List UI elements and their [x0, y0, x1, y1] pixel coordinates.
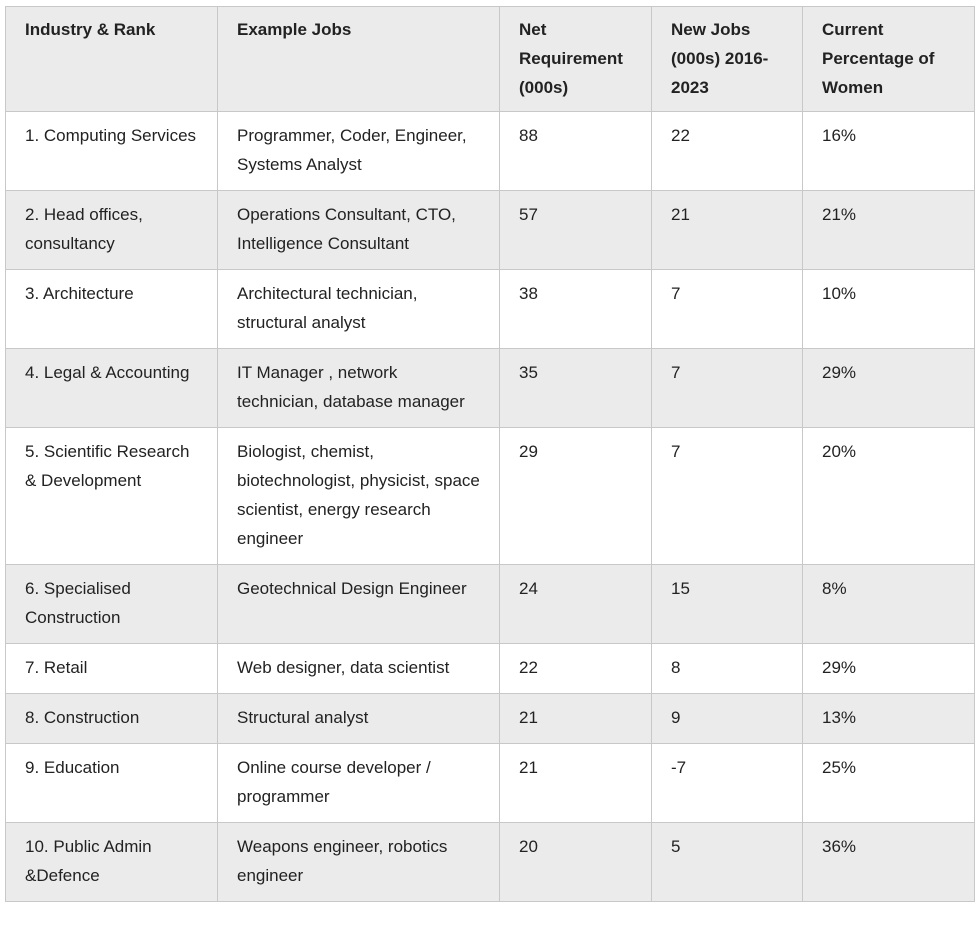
net-requirement-cell: 38 — [499, 269, 652, 349]
table-row: 7. Retail Web designer, data scientist 2… — [5, 643, 975, 694]
new-jobs-cell: -7 — [651, 743, 803, 823]
jobs-table: Industry & Rank Example Jobs Net Require… — [5, 6, 975, 902]
industry-cell: 2. Head offices, consultancy — [5, 190, 218, 270]
women-percentage-cell: 8% — [802, 564, 975, 644]
women-percentage-cell: 13% — [802, 693, 975, 744]
example-jobs-cell: Structural analyst — [217, 693, 500, 744]
example-jobs-cell: Architectural technician, structural ana… — [217, 269, 500, 349]
table-row: 1. Computing Services Programmer, Coder,… — [5, 111, 975, 191]
table-row: 3. Architecture Architectural technician… — [5, 269, 975, 349]
industry-cell: 8. Construction — [5, 693, 218, 744]
example-jobs-cell: Online course developer / programmer — [217, 743, 500, 823]
women-percentage-cell: 20% — [802, 427, 975, 565]
net-requirement-cell: 35 — [499, 348, 652, 428]
industry-cell: 7. Retail — [5, 643, 218, 694]
new-jobs-cell: 9 — [651, 693, 803, 744]
net-requirement-cell: 57 — [499, 190, 652, 270]
table-row: 2. Head offices, consultancy Operations … — [5, 190, 975, 270]
net-requirement-cell: 29 — [499, 427, 652, 565]
table-row: 5. Scientific Research & Development Bio… — [5, 427, 975, 565]
table-row: 10. Public Admin &Defence Weapons engine… — [5, 822, 975, 902]
industry-cell: 9. Education — [5, 743, 218, 823]
example-jobs-cell: IT Manager , network technician, databas… — [217, 348, 500, 428]
new-jobs-cell: 7 — [651, 427, 803, 565]
new-jobs-cell: 5 — [651, 822, 803, 902]
women-percentage-cell: 10% — [802, 269, 975, 349]
industry-cell: 10. Public Admin &Defence — [5, 822, 218, 902]
women-percentage-cell: 25% — [802, 743, 975, 823]
industry-cell: 6. Specialised Construction — [5, 564, 218, 644]
header-industry-rank: Industry & Rank — [5, 6, 218, 112]
net-requirement-cell: 22 — [499, 643, 652, 694]
net-requirement-cell: 21 — [499, 693, 652, 744]
industry-cell: 3. Architecture — [5, 269, 218, 349]
women-percentage-cell: 29% — [802, 643, 975, 694]
example-jobs-cell: Biologist, chemist, biotechnologist, phy… — [217, 427, 500, 565]
industry-cell: 5. Scientific Research & Development — [5, 427, 218, 565]
net-requirement-cell: 88 — [499, 111, 652, 191]
header-net-requirement: Net Requirement (000s) — [499, 6, 652, 112]
new-jobs-cell: 7 — [651, 348, 803, 428]
women-percentage-cell: 36% — [802, 822, 975, 902]
example-jobs-cell: Operations Consultant, CTO, Intelligence… — [217, 190, 500, 270]
net-requirement-cell: 21 — [499, 743, 652, 823]
new-jobs-cell: 7 — [651, 269, 803, 349]
net-requirement-cell: 24 — [499, 564, 652, 644]
new-jobs-cell: 8 — [651, 643, 803, 694]
new-jobs-cell: 21 — [651, 190, 803, 270]
example-jobs-cell: Programmer, Coder, Engineer, Systems Ana… — [217, 111, 500, 191]
table-row: 4. Legal & Accounting IT Manager , netwo… — [5, 348, 975, 428]
table-row: 6. Specialised Construction Geotechnical… — [5, 564, 975, 644]
example-jobs-cell: Web designer, data scientist — [217, 643, 500, 694]
table-row: 8. Construction Structural analyst 21 9 … — [5, 693, 975, 744]
industry-cell: 4. Legal & Accounting — [5, 348, 218, 428]
women-percentage-cell: 29% — [802, 348, 975, 428]
new-jobs-cell: 15 — [651, 564, 803, 644]
jobs-table-container: Industry & Rank Example Jobs Net Require… — [5, 6, 975, 902]
new-jobs-cell: 22 — [651, 111, 803, 191]
table-header-row: Industry & Rank Example Jobs Net Require… — [5, 6, 975, 112]
example-jobs-cell: Geotechnical Design Engineer — [217, 564, 500, 644]
header-new-jobs: New Jobs (000s) 2016-2023 — [651, 6, 803, 112]
header-percentage-women: Current Percentage of Women — [802, 6, 975, 112]
header-example-jobs: Example Jobs — [217, 6, 500, 112]
women-percentage-cell: 16% — [802, 111, 975, 191]
industry-cell: 1. Computing Services — [5, 111, 218, 191]
table-row: 9. Education Online course developer / p… — [5, 743, 975, 823]
women-percentage-cell: 21% — [802, 190, 975, 270]
net-requirement-cell: 20 — [499, 822, 652, 902]
example-jobs-cell: Weapons engineer, robotics engineer — [217, 822, 500, 902]
